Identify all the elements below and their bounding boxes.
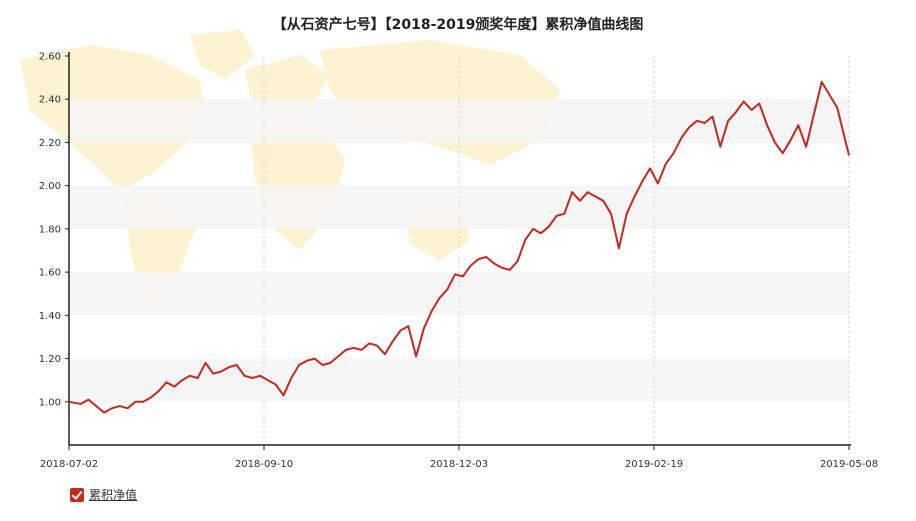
y-tick-label: 2.20 [39, 138, 61, 149]
y-tick-label: 1.40 [39, 311, 61, 322]
x-tick-label: 2018-09-10 [235, 459, 293, 470]
series-line-cumulative-nav [68, 80, 850, 414]
y-tick-label: 1.00 [39, 397, 61, 408]
y-tick-label: 1.20 [39, 354, 61, 365]
axes [68, 52, 851, 446]
x-tick-label: 2019-05-08 [820, 459, 878, 470]
y-tick-label: 1.80 [39, 224, 61, 235]
chart-title: 【从石资产七号】【2018-2019颁奖年度】累积净值曲线图 [272, 17, 644, 33]
legend-label[interactable]: 累积净值 [89, 488, 138, 502]
x-axis-ticks: 2018-07-02 2018-09-10 2018-12-03 2019-02-19… [40, 445, 878, 470]
x-tick-label: 2018-07-02 [40, 459, 98, 470]
world-map-background [20, 30, 560, 310]
band [69, 99, 849, 143]
map-greenland [190, 30, 255, 80]
y-tick-label: 2.00 [39, 181, 61, 192]
x-tick-label: 2019-02-19 [625, 459, 683, 470]
x-tick-label: 2018-12-03 [430, 459, 488, 470]
band [69, 272, 849, 316]
y-tick-label: 2.60 [39, 52, 61, 63]
checkbox-icon[interactable] [70, 487, 84, 502]
y-tick-label: 1.60 [39, 268, 61, 279]
y-axis-ticks: 1.00 1.20 1.40 1.60 1.80 2.00 2.20 2.40 2.60 [39, 52, 69, 408]
band [69, 358, 849, 402]
legend-item[interactable]: 累积净值 [70, 486, 137, 503]
y-tick-label: 2.40 [39, 95, 61, 106]
